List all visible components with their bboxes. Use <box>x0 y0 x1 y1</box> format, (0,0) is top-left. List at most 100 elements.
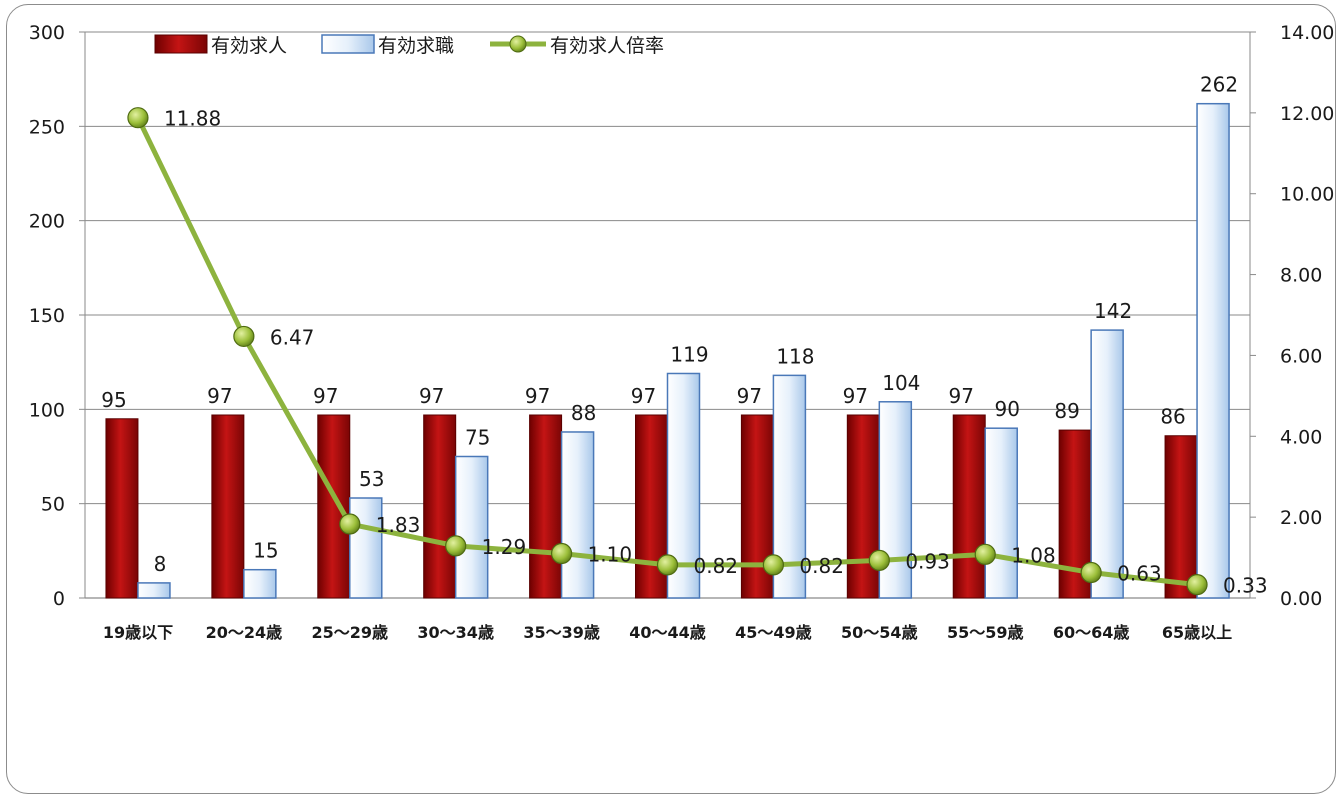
bar-kyujin <box>317 414 351 599</box>
legend-label-ratio: 有効求人倍率 <box>550 35 664 57</box>
category-label: 20～24歳 <box>206 623 283 642</box>
left-tick-label: 0 <box>53 588 65 610</box>
bar-kyujin <box>211 414 245 599</box>
ratio-label: 11.88 <box>164 107 221 131</box>
category-label: 40～44歳 <box>629 623 706 642</box>
left-tick-label: 50 <box>41 494 65 516</box>
left-tick-label: 300 <box>29 22 65 44</box>
gridlines <box>79 31 1256 599</box>
legend-swatch-kyushoku <box>321 34 375 54</box>
bar-kyushoku <box>1196 102 1230 599</box>
right-axis-ticks: 0.00 2.00 4.00 6.00 8.00 10.00 12.00 14.00 <box>1280 22 1334 610</box>
left-tick-label: 150 <box>29 305 65 327</box>
bar-label-kyujin: 95 <box>101 388 126 412</box>
ratio-label: 1.29 <box>482 535 527 559</box>
bar-kyushoku <box>878 401 913 599</box>
bar-label-kyujin: 97 <box>313 384 338 408</box>
category-label: 50～54歳 <box>841 623 918 642</box>
right-tick-label: 2.00 <box>1280 507 1322 529</box>
category-label: 55～59歳 <box>947 623 1024 642</box>
ratio-point <box>868 549 890 572</box>
bar-kyujin <box>529 414 563 599</box>
bar-label-kyujin: 97 <box>949 384 974 408</box>
bar-label-kyushoku: 119 <box>670 342 708 366</box>
bar-label-kyushoku: 8 <box>154 552 167 576</box>
ratio-label: 1.08 <box>1011 543 1056 567</box>
bar-label-kyushoku: 118 <box>776 344 814 368</box>
legend-label-kyushoku: 有効求職 <box>378 35 454 57</box>
right-tick-label: 0.00 <box>1280 588 1322 610</box>
bar-kyushoku <box>1090 329 1124 599</box>
bar-label-kyushoku: 142 <box>1094 299 1132 323</box>
bar-label-kyujin: 97 <box>419 384 444 408</box>
ratio-label: 0.82 <box>694 554 739 578</box>
left-axis-ticks: 0 50 100 150 200 250 300 <box>29 22 65 610</box>
category-label: 25～29歳 <box>311 623 388 642</box>
ratio-label: 0.82 <box>799 554 844 578</box>
bar-data-labels: 95 8 97 15 97 53 97 75 97 88 97 119 97 118 97 104 97 90 89… <box>101 73 1238 576</box>
legend: 有効求人 有効求職 有効求人倍率 <box>154 34 664 57</box>
bar-kyujin <box>846 414 880 599</box>
bar-kyushoku <box>560 431 595 599</box>
left-tick-label: 250 <box>29 116 65 138</box>
ratio-label: 1.83 <box>376 513 421 537</box>
right-tick-label: 10.00 <box>1280 184 1334 206</box>
bar-label-kyushoku: 262 <box>1200 73 1238 97</box>
combo-chart: 0 50 100 150 200 250 300 0.00 2.00 4.00 6.00 8.00 1… <box>29 22 1335 642</box>
bar-series <box>105 102 1230 599</box>
left-tick-label: 200 <box>29 211 65 233</box>
category-label: 60～64歳 <box>1053 623 1130 642</box>
bar-label-kyujin: 89 <box>1054 399 1079 423</box>
ratio-point <box>762 554 785 576</box>
ratio-label: 0.33 <box>1223 574 1268 598</box>
category-labels: 19歳以下 20～24歳 25～29歳 30～34歳 35～39歳 40～44歳 45～49… <box>103 623 1232 642</box>
ratio-label: 0.63 <box>1117 562 1162 586</box>
bar-label-kyushoku: 88 <box>571 401 596 425</box>
bar-kyushoku <box>349 497 383 599</box>
bar-label-kyujin: 97 <box>631 384 656 408</box>
bar-label-kyujin: 86 <box>1160 405 1185 429</box>
bar-kyujin <box>1164 435 1198 599</box>
bar-label-kyujin: 97 <box>737 384 762 408</box>
bar-label-kyujin: 97 <box>843 384 868 408</box>
ratio-point <box>339 513 361 535</box>
bar-kyujin <box>423 414 457 599</box>
category-label: 30～34歳 <box>417 623 494 642</box>
bar-label-kyushoku: 15 <box>253 539 278 563</box>
bar-kyushoku <box>137 582 171 599</box>
ratio-point <box>550 542 573 565</box>
bar-kyushoku <box>984 427 1018 599</box>
ratio-point <box>445 535 467 557</box>
bar-label-kyushoku: 75 <box>465 426 490 450</box>
ratio-label: 6.47 <box>270 325 315 349</box>
right-tick-label: 8.00 <box>1280 265 1322 287</box>
legend-label-kyujin: 有効求人 <box>211 35 287 57</box>
category-label: 65歳以上 <box>1162 623 1232 642</box>
right-tick-label: 12.00 <box>1280 103 1334 125</box>
bar-label-kyushoku: 90 <box>995 397 1020 421</box>
bar-kyujin <box>952 414 986 599</box>
legend-swatch-kyujin <box>154 34 208 54</box>
ratio-label: 1.10 <box>588 543 633 567</box>
bar-label-kyushoku: 104 <box>882 371 920 395</box>
left-tick-label: 100 <box>29 399 65 421</box>
bar-kyushoku <box>243 568 277 599</box>
legend-marker-ratio <box>509 35 527 53</box>
ratio-point <box>656 554 679 576</box>
line-series: 11.88 6.47 1.83 1.29 1.10 0.82 0.82 0.93 1.08 0.6… <box>127 107 1268 598</box>
ratio-point <box>1186 574 1208 596</box>
right-tick-label: 14.00 <box>1280 22 1334 44</box>
bar-label-kyujin: 97 <box>207 384 232 408</box>
right-tick-label: 6.00 <box>1280 345 1322 367</box>
category-label: 35～39歳 <box>523 623 600 642</box>
ratio-point <box>1080 561 1102 584</box>
bar-label-kyushoku: 53 <box>359 467 384 491</box>
ratio-point <box>974 543 996 565</box>
ratio-point <box>233 325 255 348</box>
bar-kyushoku <box>454 455 489 599</box>
ratio-label: 0.93 <box>905 549 950 573</box>
ratio-point <box>127 107 149 129</box>
bar-label-kyujin: 97 <box>525 384 550 408</box>
right-tick-label: 4.00 <box>1280 426 1322 448</box>
bar-kyujin <box>105 418 139 599</box>
